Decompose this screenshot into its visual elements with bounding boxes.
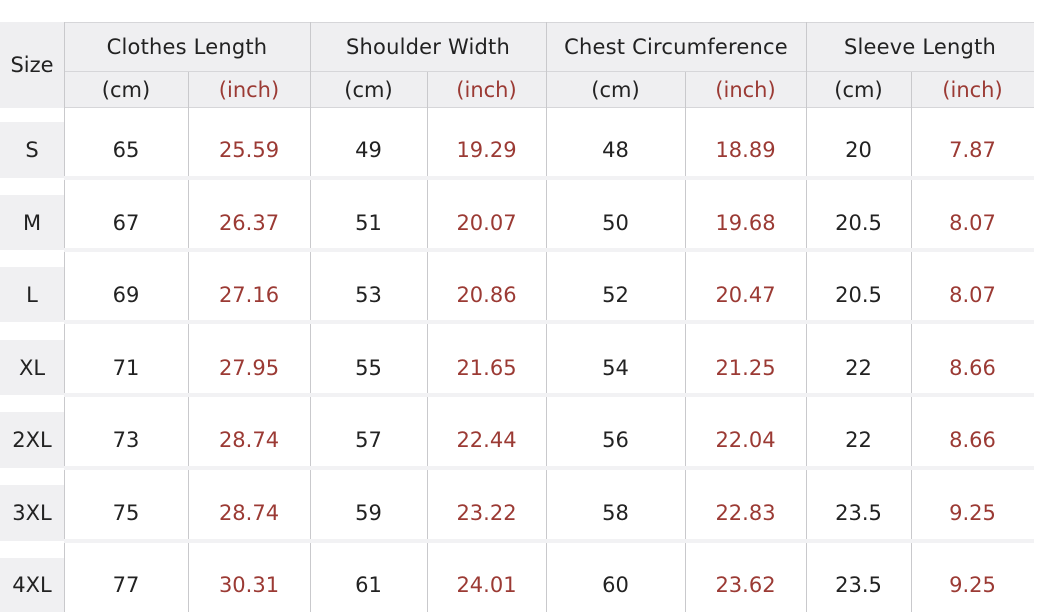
table-cell: 23.22	[456, 501, 517, 525]
table-cell: 7.87	[949, 138, 996, 162]
header-top-border	[64, 22, 1034, 23]
table-cell: 22.04	[715, 428, 776, 452]
unit-header-cm: (cm)	[101, 78, 151, 102]
table-cell: 55	[355, 355, 382, 380]
table-cell: 19.68	[715, 210, 776, 235]
column-divider	[427, 72, 428, 612]
row-separator	[64, 176, 1034, 180]
table-cell: 21.65	[456, 355, 517, 380]
table-cell: 56	[602, 428, 629, 452]
row-size-label: S	[0, 122, 64, 178]
table-cell: 30.31	[218, 573, 280, 597]
table-cell: 73	[112, 428, 140, 452]
table-cell: 59	[355, 501, 382, 525]
table-cell: 8.07	[949, 210, 996, 235]
table-cell: 22.83	[715, 501, 776, 525]
table-cell: 75	[112, 501, 140, 525]
table-cell: 22	[845, 428, 872, 452]
row-separator	[64, 320, 1034, 324]
table-cell: 21.25	[715, 355, 776, 380]
table-cell: 9.25	[949, 573, 996, 597]
row-size-label: M	[0, 195, 64, 250]
table-cell: 61	[355, 573, 382, 597]
column-divider	[188, 72, 189, 612]
table-cell: 48	[602, 138, 629, 162]
table-cell: 9.25	[949, 501, 996, 525]
row-separator	[64, 539, 1034, 543]
table-cell: 27.16	[218, 282, 280, 307]
row-size-label: 2XL	[0, 412, 64, 468]
table-cell: 19.29	[456, 138, 517, 162]
table-cell: 58	[602, 501, 629, 525]
table-cell: 23.5	[835, 501, 882, 525]
table-cell: 20.86	[456, 282, 517, 307]
column-divider	[806, 22, 807, 612]
table-cell: 27.95	[218, 355, 280, 380]
table-cell: 28.74	[218, 501, 280, 525]
table-cell: 8.66	[949, 428, 996, 452]
group-header-chest-circumference: Chest Circumference	[564, 34, 788, 59]
table-header	[0, 22, 1034, 108]
unit-header-cm: (cm)	[344, 78, 393, 102]
column-divider	[911, 72, 912, 612]
table-cell: 20.5	[835, 210, 882, 235]
table-cell: 49	[355, 138, 382, 162]
table-cell: 50	[602, 210, 629, 235]
table-cell: 20	[845, 138, 872, 162]
unit-header-cm: (cm)	[834, 78, 883, 102]
row-size-label: 4XL	[0, 558, 64, 612]
unit-header-inch: (inch)	[715, 78, 776, 102]
column-divider	[546, 22, 547, 612]
table-cell: 23.62	[715, 573, 776, 597]
row-separator	[64, 466, 1034, 470]
table-cell: 22.44	[456, 428, 517, 452]
column-divider	[310, 22, 311, 612]
table-cell: 53	[355, 282, 382, 307]
table-cell: 18.89	[715, 138, 776, 162]
table-cell: 71	[112, 355, 140, 380]
table-cell: 20.07	[456, 210, 517, 235]
table-cell: 51	[355, 210, 382, 235]
column-divider	[64, 22, 65, 612]
table-cell: 52	[602, 282, 629, 307]
table-cell: 20.47	[715, 282, 776, 307]
group-header-clothes-length: Clothes Length	[106, 34, 268, 59]
row-size-label: L	[0, 267, 64, 322]
table-cell: 28.74	[218, 428, 280, 452]
row-size-label: 3XL	[0, 485, 64, 541]
size-column-header: Size	[10, 53, 54, 77]
table-cell: 8.07	[949, 282, 996, 307]
unit-header-inch: (inch)	[218, 78, 280, 102]
unit-header-cm: (cm)	[591, 78, 640, 102]
table-cell: 24.01	[456, 573, 517, 597]
unit-header-inch: (inch)	[942, 78, 1003, 102]
table-cell: 23.5	[835, 573, 882, 597]
table-cell: 54	[602, 355, 629, 380]
header-middle-border	[64, 71, 1034, 72]
table-cell: 22	[845, 355, 872, 380]
table-cell: 8.66	[949, 355, 996, 380]
row-separator	[64, 393, 1034, 397]
column-divider	[685, 72, 686, 612]
table-cell: 25.59	[218, 138, 280, 162]
header-bottom-border	[64, 107, 1034, 108]
table-cell: 67	[112, 210, 140, 235]
table-cell: 69	[112, 282, 140, 307]
table-cell: 77	[112, 573, 140, 597]
unit-header-inch: (inch)	[456, 78, 517, 102]
table-cell: 60	[602, 573, 629, 597]
table-cell: 65	[112, 138, 140, 162]
table-cell: 57	[355, 428, 382, 452]
group-header-shoulder-width: Shoulder Width	[345, 34, 510, 59]
table-cell: 26.37	[218, 210, 280, 235]
row-size-label: XL	[0, 340, 64, 395]
row-separator	[64, 248, 1034, 252]
table-cell: 20.5	[835, 282, 882, 307]
group-header-sleeve-length: Sleeve Length	[843, 34, 997, 59]
